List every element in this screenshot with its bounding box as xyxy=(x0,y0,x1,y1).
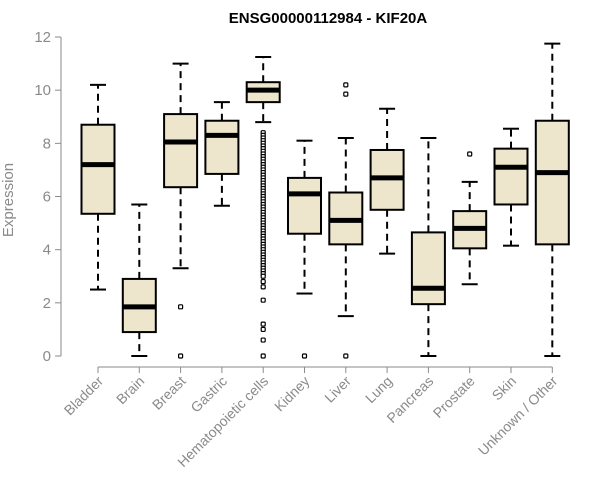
box-brain xyxy=(121,203,157,357)
y-tick-label: 6 xyxy=(43,189,51,206)
outlier-point xyxy=(260,321,266,327)
outlier-point xyxy=(343,353,349,359)
x-tick-label: Skin xyxy=(489,373,520,404)
outlier-point xyxy=(178,353,184,359)
box-unknown-other xyxy=(534,42,570,357)
iqr-box xyxy=(204,119,240,175)
y-axis-label: Expression xyxy=(0,163,17,237)
x-tick-label: Bladder xyxy=(61,373,107,419)
box-breast xyxy=(163,62,199,359)
outlier-point xyxy=(260,278,266,285)
box-skin xyxy=(493,127,529,247)
boxes-group xyxy=(80,42,570,359)
outlier-point xyxy=(178,304,184,310)
y-tick-label: 12 xyxy=(34,29,51,46)
iqr-box xyxy=(163,113,199,189)
box-prostate xyxy=(452,151,488,286)
x-tick-label: Prostate xyxy=(430,373,478,421)
x-tick-label: Brain xyxy=(113,373,147,407)
box-kidney xyxy=(287,139,322,359)
iqr-box xyxy=(534,119,570,246)
outlier-point xyxy=(467,151,473,157)
iqr-box xyxy=(410,231,446,306)
y-tick-label: 2 xyxy=(43,295,51,312)
outlier-point xyxy=(260,337,266,343)
y-tick-label: 0 xyxy=(43,348,51,365)
chart-title: ENSG00000112984 - KIF20A xyxy=(229,10,428,27)
box-liver xyxy=(328,82,364,359)
x-tick-label: Lung xyxy=(362,373,395,406)
box-lung xyxy=(369,107,405,255)
outlier-point xyxy=(260,284,266,290)
box-hematopoietic-cells xyxy=(245,55,281,359)
iqr-box xyxy=(80,123,116,215)
outlier-point xyxy=(260,297,266,303)
outlier-point xyxy=(343,91,349,97)
outlier-point xyxy=(343,82,349,88)
outlier-point xyxy=(260,273,266,279)
y-tick-label: 8 xyxy=(43,135,51,152)
box-gastric xyxy=(204,101,240,207)
outlier-point xyxy=(260,353,266,359)
iqr-box xyxy=(287,176,322,235)
outlier-point xyxy=(301,353,308,359)
box-bladder xyxy=(80,83,116,291)
y-tick-label: 10 xyxy=(34,82,51,99)
axes: 0 2 4 6 8 10 12 xyxy=(34,29,553,368)
x-tick-label: Liver xyxy=(321,373,354,406)
y-tick-label: 4 xyxy=(43,242,51,259)
box-pancreas xyxy=(410,137,446,357)
x-tick-label: Breast xyxy=(149,373,189,413)
x-tick-label: Kidney xyxy=(271,373,313,415)
outlier-point xyxy=(260,326,266,333)
iqr-box xyxy=(493,147,529,206)
